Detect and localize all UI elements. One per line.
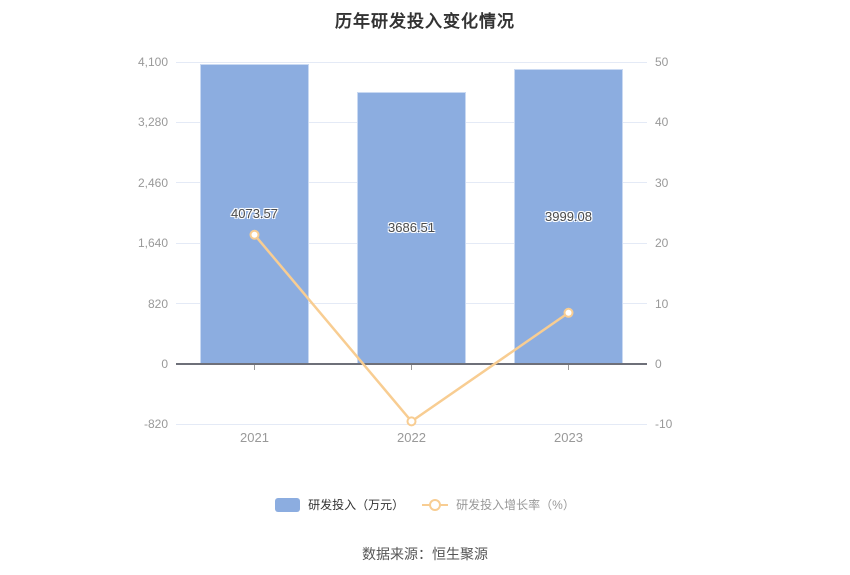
line-marker-2021[interactable] bbox=[249, 229, 260, 240]
bar-2022[interactable] bbox=[357, 92, 466, 364]
y-axis-label-left: 2,460 bbox=[137, 175, 168, 190]
x-axis-tick-2021 bbox=[254, 364, 255, 370]
bar-value-label-2021: 4073.57 bbox=[231, 205, 278, 221]
x-axis-tick-2023 bbox=[568, 364, 569, 370]
bar-value-label-2023: 3999.08 bbox=[545, 208, 592, 224]
bar-2021[interactable] bbox=[200, 63, 309, 364]
y-axis-label-left: -820 bbox=[143, 417, 168, 432]
y-axis-label-left: 820 bbox=[147, 296, 168, 311]
line-marker-2023[interactable] bbox=[563, 307, 574, 318]
y-axis-label-right: 20 bbox=[655, 236, 669, 251]
y-axis-label-right: 10 bbox=[655, 296, 669, 311]
y-axis-label-left: 1,640 bbox=[137, 236, 168, 251]
line-series-swatch-icon bbox=[422, 498, 449, 512]
line-swatch-marker bbox=[429, 498, 442, 511]
x-axis-line bbox=[176, 363, 647, 365]
legend-item-growth-rate[interactable]: 研发投入增长率（%） bbox=[422, 496, 575, 513]
y-axis-label-right: 30 bbox=[655, 175, 669, 190]
line-marker-2022[interactable] bbox=[406, 416, 417, 427]
gridline bbox=[176, 61, 647, 63]
legend-label-rd-investment: 研发投入（万元） bbox=[308, 498, 405, 512]
y-axis-label-right: 50 bbox=[655, 55, 669, 69]
y-axis-label-right: 0 bbox=[655, 357, 662, 371]
legend-item-rd-investment[interactable]: 研发投入（万元） bbox=[275, 496, 404, 513]
legend-label-growth-rate: 研发投入增长率（%） bbox=[456, 498, 575, 512]
x-axis-label-2022: 2022 bbox=[397, 430, 426, 445]
chart-title: 历年研发投入变化情况 bbox=[335, 12, 515, 31]
legend: 研发投入（万元） 研发投入增长率（%） bbox=[0, 496, 850, 513]
growth-rate-line bbox=[253, 233, 570, 423]
y-axis-label-left: 3,280 bbox=[137, 115, 168, 130]
y-axis-label-right: 40 bbox=[655, 115, 669, 130]
x-axis-label-2023: 2023 bbox=[554, 430, 583, 445]
x-axis-tick-2022 bbox=[411, 364, 412, 370]
data-source-text: 数据来源：恒生聚源 bbox=[362, 546, 488, 562]
bar-series-swatch-icon bbox=[275, 497, 301, 512]
y-axis-label-right: -10 bbox=[655, 417, 673, 432]
bar-value-label-2022: 3686.51 bbox=[388, 220, 435, 236]
y-axis-label-left: 4,100 bbox=[137, 55, 168, 69]
x-axis-label-2021: 2021 bbox=[240, 430, 269, 445]
y-axis-label-left: 0 bbox=[161, 357, 168, 371]
